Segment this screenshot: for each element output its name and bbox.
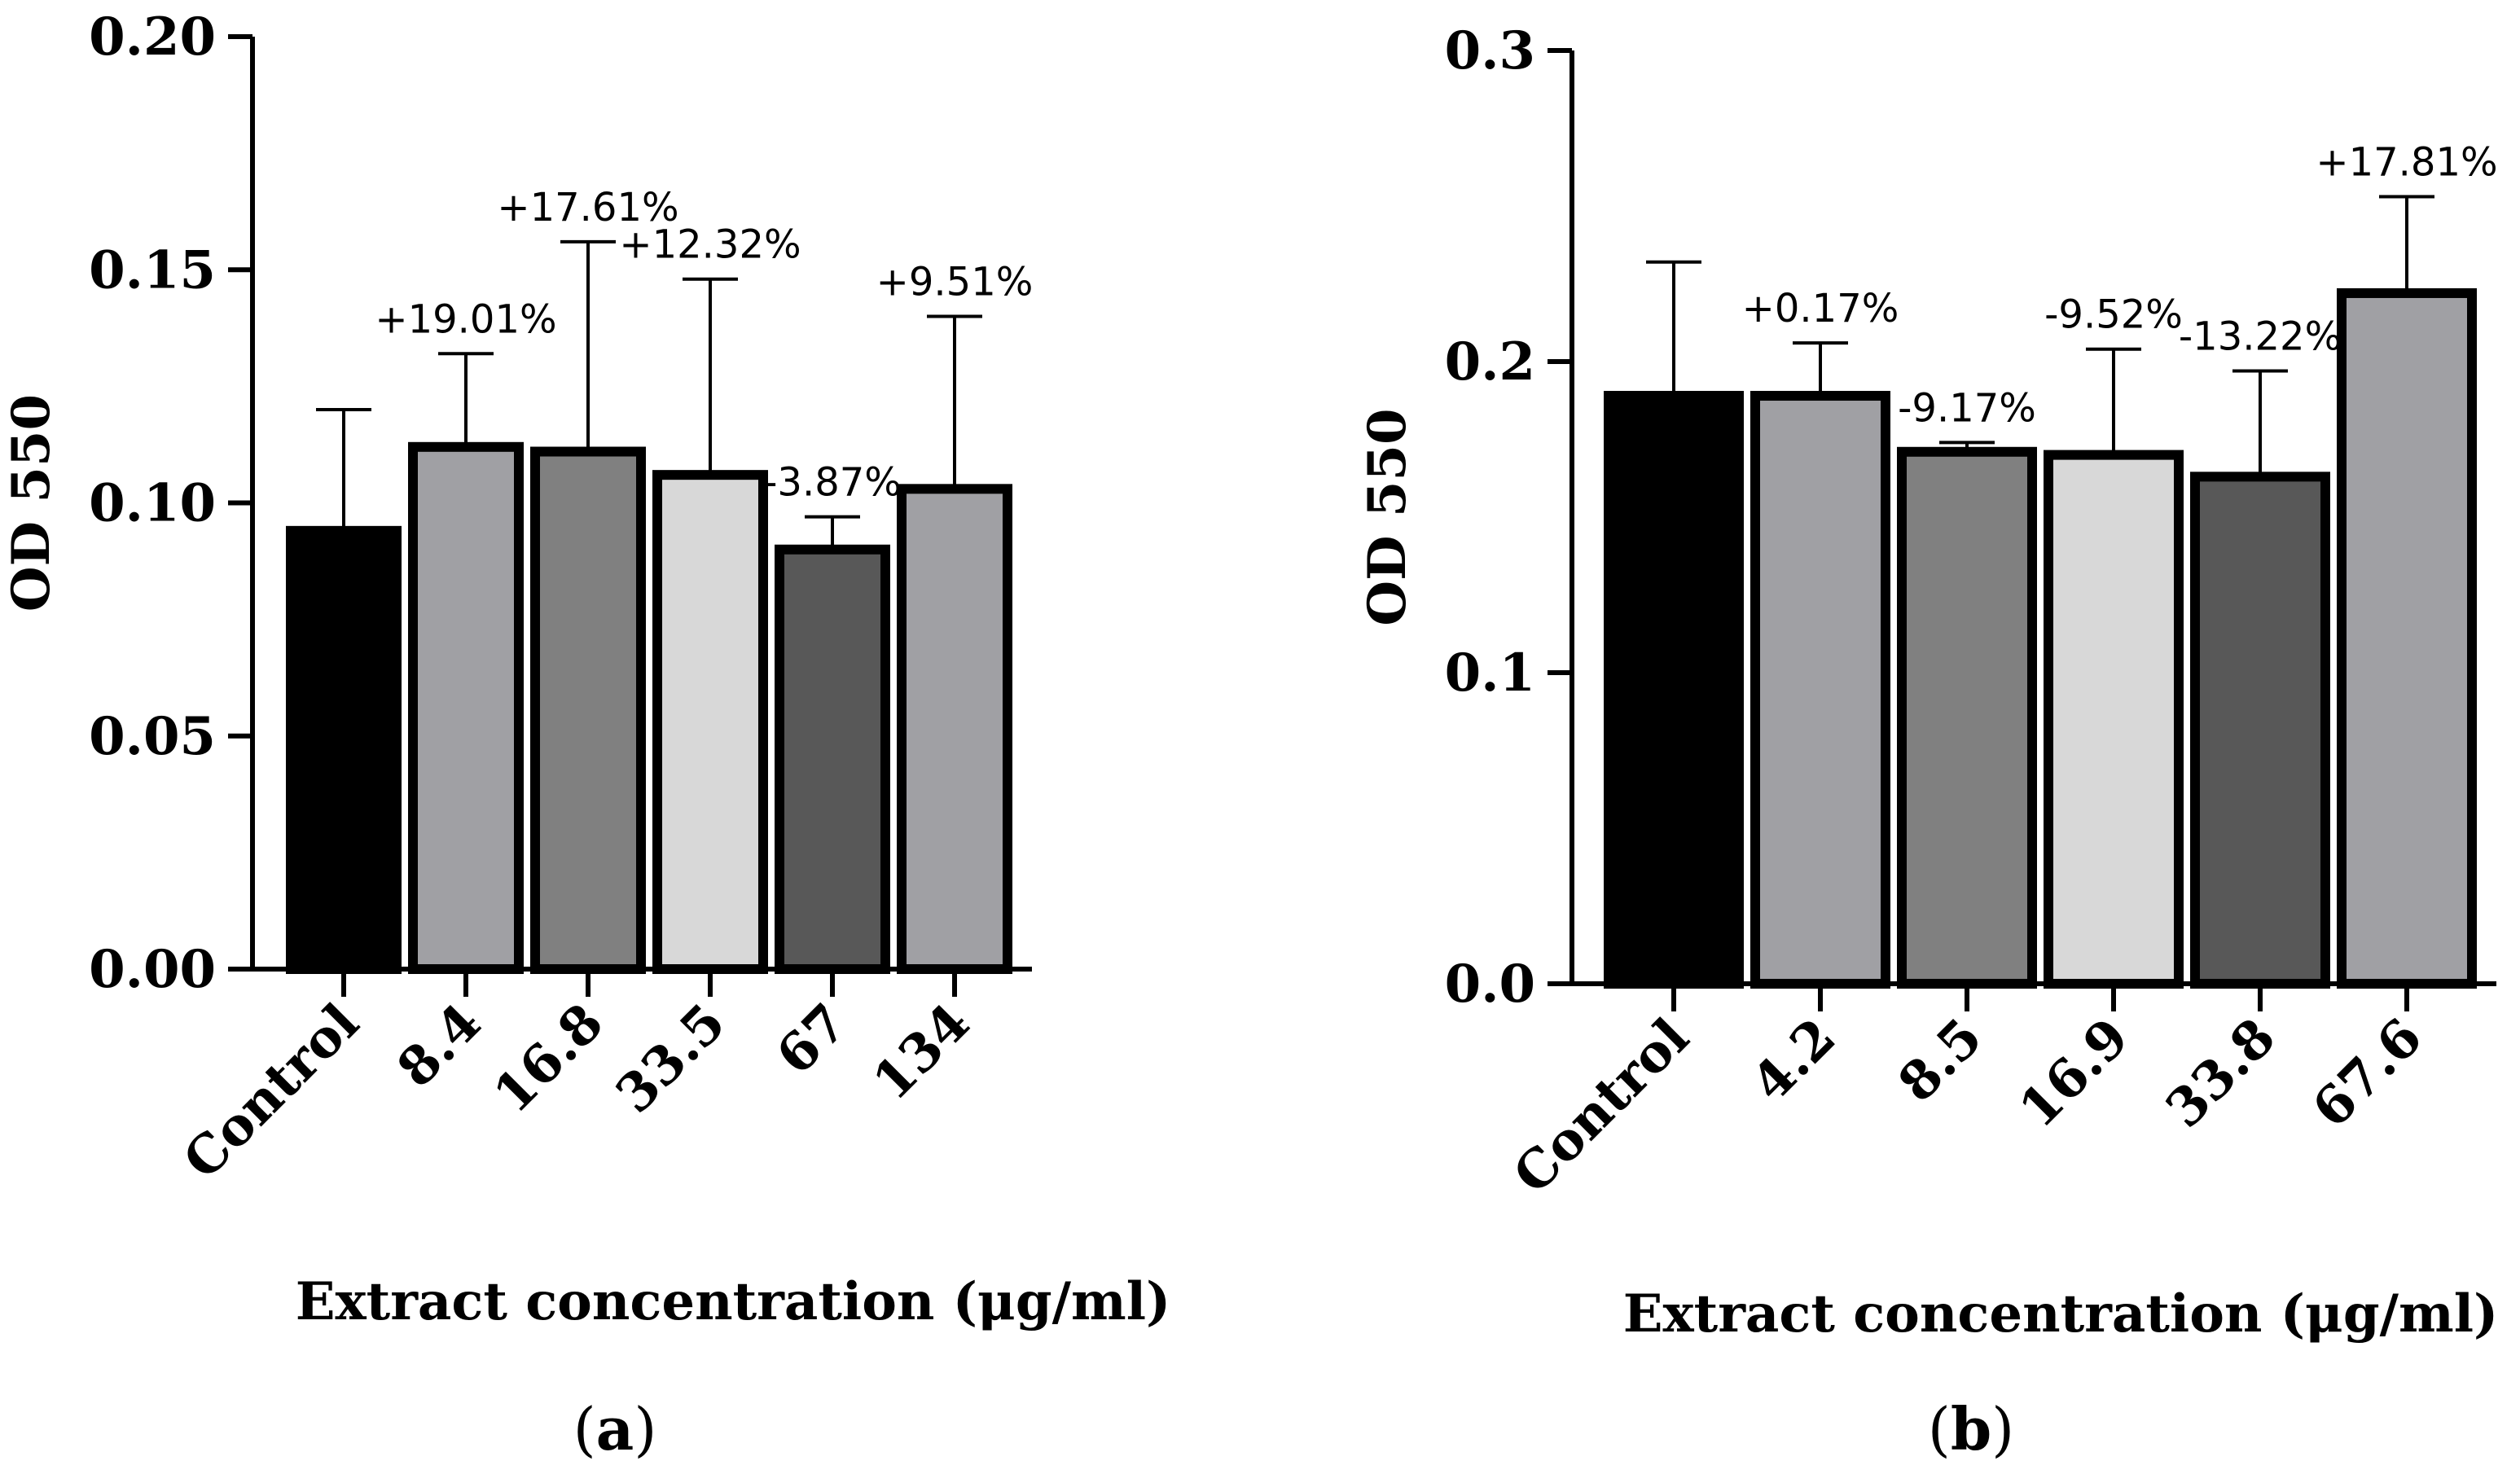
x-tick-label: 8.5 — [1887, 1007, 1995, 1114]
bar-33.8 — [2190, 472, 2330, 989]
y-tick-label: 0.2 — [1445, 331, 1535, 393]
data-label: -3.87% — [763, 460, 902, 506]
bar-8.4 — [408, 441, 524, 974]
x-tick-label: 67.6 — [2301, 1007, 2434, 1139]
x-tick-label: 67 — [765, 992, 859, 1086]
chart-panel-b: Control +0.17% 4.2 -9.17% 8.5 -9.52% 16.9 -13.2… — [1357, 20, 2498, 1463]
y-tick-label: 0.1 — [1445, 643, 1535, 704]
x-tick-label: 134 — [862, 992, 981, 1112]
bar-8.5 — [1897, 446, 2037, 989]
bar-67.6 — [2337, 287, 2477, 989]
bar-134 — [897, 484, 1012, 974]
y-axis-title: OD 550 — [1, 394, 62, 612]
data-label: -13.22% — [2179, 314, 2342, 359]
bar-16.9 — [2044, 450, 2184, 989]
bar-Control — [1604, 391, 1744, 989]
bar-33.5 — [652, 470, 768, 974]
x-tick-label: 16.8 — [482, 992, 615, 1125]
data-label: -9.17% — [1898, 385, 2036, 431]
data-label: +17.61% — [497, 185, 678, 230]
y-tick-label: 0.05 — [89, 706, 216, 767]
x-tick-label: Control — [172, 992, 371, 1191]
bar-4.2 — [1750, 391, 1890, 989]
y-tick-label: 0.0 — [1445, 954, 1535, 1015]
data-label: +0.17% — [1742, 286, 1899, 331]
y-tick-label: 0.15 — [89, 239, 216, 301]
x-tick-label: 8.4 — [386, 992, 494, 1099]
y-tick-label: 0.20 — [89, 7, 216, 68]
y-axis-title: OD 550 — [1357, 408, 1418, 625]
x-tick-label: 33.8 — [2154, 1007, 2287, 1139]
bar-67 — [775, 544, 890, 974]
bar-16.8 — [530, 446, 646, 974]
data-label: -9.52% — [2044, 292, 2183, 338]
data-label: +12.32% — [619, 222, 801, 268]
chart-panel-a: Control +19.01% 8.4 +17.61% 16.8 +12.32% 33.5 -… — [1, 7, 1170, 1463]
x-axis-title: Extract concentration (μg/ml) — [296, 1271, 1171, 1332]
data-label: +17.81% — [2316, 140, 2497, 186]
data-label: +19.01% — [375, 296, 556, 342]
x-tick-label: 4.2 — [1741, 1007, 1848, 1114]
panel-label: (b) — [1928, 1394, 2015, 1463]
x-tick-label: 16.9 — [2008, 1007, 2140, 1139]
panel-label: (a) — [573, 1394, 657, 1463]
x-tick-label: Control — [1502, 1007, 1701, 1205]
x-axis-title: Extract concentration (μg/ml) — [1623, 1283, 2499, 1345]
data-label: +9.51% — [876, 260, 1034, 305]
x-tick-label: 33.5 — [604, 992, 737, 1125]
bar-Control — [286, 525, 402, 974]
y-tick-label: 0.3 — [1445, 20, 1535, 81]
y-tick-label: 0.00 — [89, 939, 216, 1000]
y-tick-label: 0.10 — [89, 473, 216, 534]
